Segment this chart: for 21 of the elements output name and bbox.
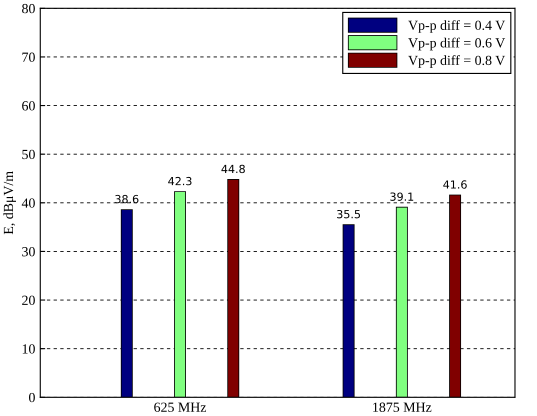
y-tick-label: 50: [22, 150, 35, 160]
legend-label: Vp-p diff = 0.8 V: [408, 55, 506, 68]
data-label: 35.5: [337, 210, 360, 218]
x-tick-label: 625 MHz: [154, 402, 206, 412]
y-tick-label: 20: [22, 296, 35, 305]
data-label: 38.6: [115, 194, 138, 204]
y-tick-label: 60: [22, 101, 35, 111]
y-tick-label: 0: [29, 392, 35, 402]
y-tick-label: 30: [22, 247, 35, 256]
y-axis-title: E, dBμV/m: [3, 171, 16, 234]
data-label: 44.8: [221, 164, 245, 174]
y-tick-label: 80: [22, 4, 35, 14]
data-label: 41.6: [443, 180, 467, 189]
legend-label: Vp-p diff = 0.6 V: [408, 38, 506, 50]
y-tick-label: 10: [22, 344, 35, 354]
y-tick-label: 40: [22, 198, 35, 208]
y-tick-label: 70: [22, 52, 35, 62]
data-label: 39.1: [390, 192, 414, 201]
legend-label: Vp-p diff = 0.4 V: [408, 20, 506, 33]
data-label: 42.3: [168, 176, 192, 186]
x-tick-label: 1875 MHz: [373, 402, 432, 412]
